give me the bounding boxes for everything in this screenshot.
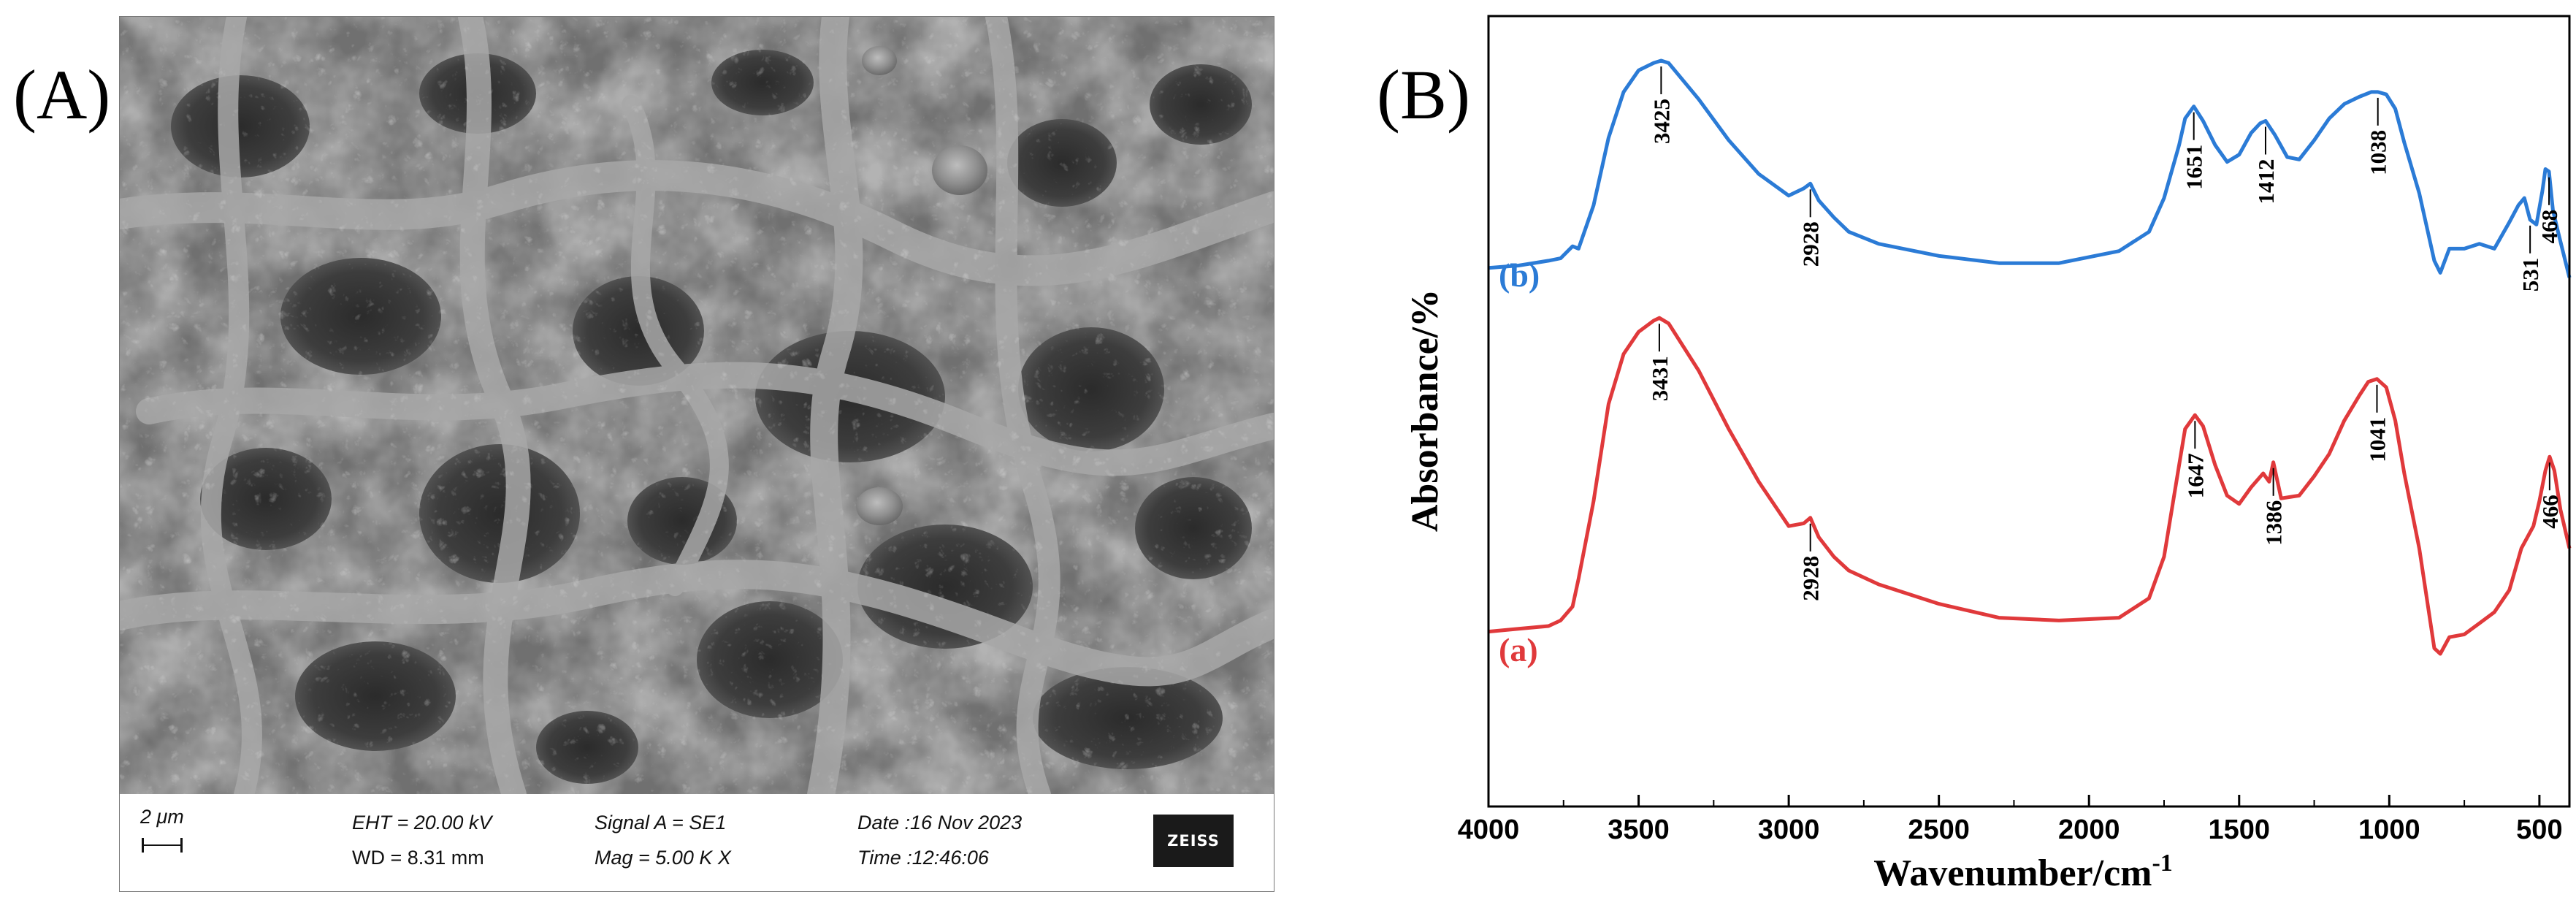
wd-value: WD = 8.31 mm <box>352 847 484 869</box>
peak-label-1647: 1647 <box>2182 453 2208 498</box>
plot-frame <box>1487 15 2571 808</box>
series-line-a <box>1488 316 2572 656</box>
peak-label-3425: 3425 <box>1648 99 1674 144</box>
series-label-b: (b) <box>1499 256 1540 294</box>
scale-bar <box>142 838 183 853</box>
x-tick-label-1000: 1000 <box>2358 815 2420 845</box>
sem-micrograph-panel: 2 μm EHT = 20.00 kV WD = 8.31 mm Signal … <box>119 16 1274 893</box>
date-value: Date :16 Nov 2023 <box>857 812 1023 834</box>
peak-label-1038: 1038 <box>2366 130 2391 175</box>
sem-particles <box>856 46 987 525</box>
time-value: Time :12:46:06 <box>857 847 989 869</box>
x-axis-title: Wavenumber/cm-1 <box>1873 850 2173 894</box>
x-tick-label-2000: 2000 <box>2058 815 2120 845</box>
x-tick-label-1500: 1500 <box>2209 815 2271 845</box>
panel-label-a: (A) <box>13 56 111 134</box>
series-label-a: (a) <box>1499 631 1538 668</box>
series-line-b <box>1488 58 2572 278</box>
zeiss-logo: ZEISS <box>1153 815 1234 867</box>
peak-label-2928: 2928 <box>1798 556 1824 601</box>
peak-label-1651: 1651 <box>2182 145 2207 190</box>
mag-value: Mag = 5.00 K X <box>595 847 731 869</box>
sem-micrograph-image <box>119 16 1274 796</box>
x-tick-label-2500: 2500 <box>1908 815 1970 845</box>
x-tick-label-3000: 3000 <box>1758 815 1820 845</box>
peak-label-3431: 3431 <box>1647 356 1673 401</box>
eht-value: EHT = 20.00 kV <box>352 812 492 834</box>
peak-label-2928: 2928 <box>1798 221 1824 267</box>
x-axis-title-main: Wavenumber/cm <box>1873 853 2152 894</box>
panel-label-b: (B) <box>1377 56 1470 134</box>
x-tick-label-3500: 3500 <box>1608 815 1670 845</box>
signal-value: Signal A = SE1 <box>595 812 727 834</box>
peak-label-1041: 1041 <box>2364 417 2390 462</box>
peak-label-468: 468 <box>2537 210 2562 244</box>
peak-label-466: 466 <box>2537 495 2563 529</box>
x-tick-label-4000: 4000 <box>1458 815 1520 845</box>
sem-info-bar: 2 μm EHT = 20.00 kV WD = 8.31 mm Signal … <box>119 794 1274 892</box>
scale-bar-label: 2 μm <box>140 806 184 828</box>
x-tick-label-500: 500 <box>2516 815 2562 845</box>
x-axis-title-sup: -1 <box>2152 850 2172 877</box>
peak-label-1386: 1386 <box>2261 500 2287 546</box>
peak-label-531: 531 <box>2518 258 2543 292</box>
y-axis-title: Absorbance/% <box>1404 289 1446 532</box>
peak-label-1412: 1412 <box>2253 159 2279 205</box>
